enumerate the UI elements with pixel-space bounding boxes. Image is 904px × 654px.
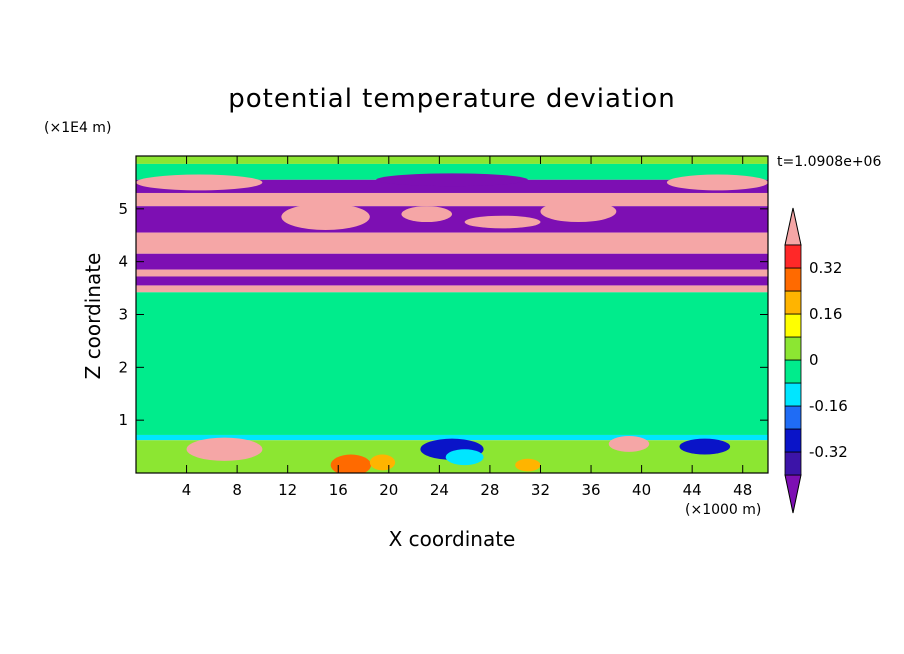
contour-patch <box>369 454 396 471</box>
contour-band <box>136 232 768 254</box>
colorbar-label: 0.32 <box>809 259 842 277</box>
contour-band <box>136 269 768 277</box>
y-tick-label: 5 <box>118 200 128 218</box>
contour-patch <box>186 437 263 461</box>
contour-patch <box>515 458 541 472</box>
colorbar-segment <box>784 336 802 361</box>
colorbar-label: 0 <box>809 351 819 369</box>
x-tick-label: 4 <box>182 481 192 499</box>
x-tick-label: 24 <box>430 481 449 499</box>
colorbar: 0.32 0.16 0 -0.16 -0.32 <box>784 207 848 514</box>
colorbar-label: 0.16 <box>809 305 842 323</box>
chart-title: potential temperature deviation <box>228 84 676 114</box>
contour-band <box>136 434 768 441</box>
x-tick-label: 32 <box>531 481 550 499</box>
x-tick-label: 48 <box>733 481 752 499</box>
contour-band <box>136 156 768 164</box>
contour-patch <box>376 173 528 187</box>
colorbar-segment <box>784 244 802 269</box>
contour-band <box>136 163 768 180</box>
contour-patch <box>608 436 650 452</box>
contour-patch <box>281 203 370 230</box>
colorbar-segment <box>784 313 802 338</box>
contour-patch <box>445 449 484 466</box>
y-tick-label: 3 <box>118 306 128 324</box>
contour-band <box>136 292 768 435</box>
y-axis-unit: (×1E4 m) <box>44 120 112 136</box>
contour-band <box>136 179 768 193</box>
colorbar-extend-min <box>784 474 802 514</box>
colorbar-label: -0.32 <box>809 443 848 461</box>
y-tick-label: 2 <box>118 358 128 376</box>
x-tick-label: 28 <box>480 481 499 499</box>
contour-band <box>136 276 768 286</box>
x-tick-label: 8 <box>232 481 242 499</box>
contour-band <box>136 192 768 207</box>
x-tick-label: 20 <box>379 481 398 499</box>
x-tick-label: 36 <box>581 481 600 499</box>
x-tick-label: 44 <box>683 481 702 499</box>
contour-patch <box>540 200 617 223</box>
time-annotation: t=1.0908e+06 <box>777 154 882 170</box>
colorbar-segment <box>784 382 802 407</box>
x-tick-label: 40 <box>632 481 651 499</box>
colorbar-extend-max <box>784 207 802 246</box>
colorbar-segment <box>784 451 802 476</box>
colorbar-segment <box>784 267 802 292</box>
x-axis-label: X coordinate <box>388 527 516 551</box>
colorbar-segment <box>784 290 802 315</box>
x-tick-label: 12 <box>278 481 297 499</box>
contour-field <box>136 156 768 473</box>
x-tick-label: 16 <box>329 481 348 499</box>
contour-patch <box>136 174 263 191</box>
contour-band <box>136 206 768 233</box>
contour-patch <box>666 174 768 191</box>
contour-patch <box>401 206 452 223</box>
y-tick-label: 4 <box>118 253 128 271</box>
colorbar-label: -0.16 <box>809 397 848 415</box>
colorbar-segment <box>784 428 802 453</box>
contour-patch <box>330 454 372 473</box>
colorbar-segment <box>784 359 802 384</box>
contour-band <box>136 253 768 270</box>
contour-patch <box>679 438 731 455</box>
colorbar-segment <box>784 405 802 430</box>
y-tick-label: 1 <box>118 411 128 429</box>
x-axis-unit: (×1000 m) <box>685 502 762 518</box>
contour-band <box>136 285 768 293</box>
contour-patch <box>464 215 541 229</box>
